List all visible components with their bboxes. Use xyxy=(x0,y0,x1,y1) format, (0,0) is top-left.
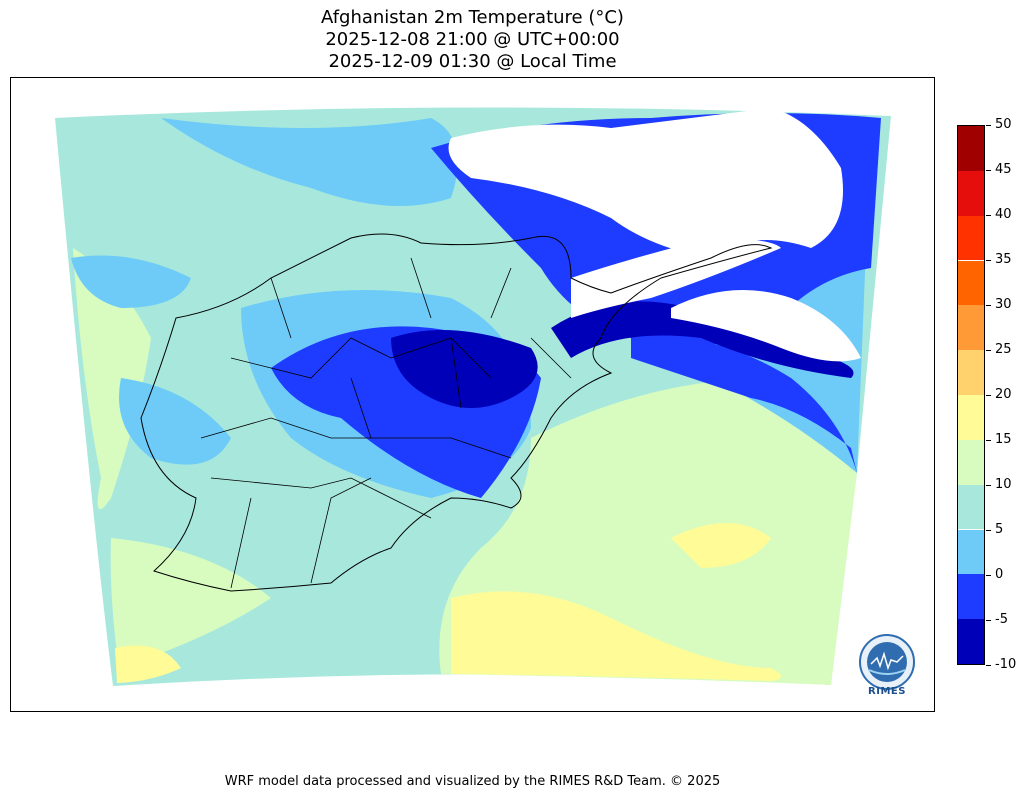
legend-bin xyxy=(958,215,984,261)
zone-15-20-south xyxy=(451,591,781,681)
map-frame xyxy=(10,77,935,712)
zone-15-20-sw xyxy=(115,645,181,683)
legend-tick-label: 0 xyxy=(995,567,1004,582)
legend-tick-label: 15 xyxy=(995,432,1012,447)
legend-bin xyxy=(958,439,984,485)
color-legend xyxy=(957,125,985,665)
legend-tick-label: 50 xyxy=(995,117,1012,132)
zone-15-20-east xyxy=(671,523,771,568)
footer-credit: WRF model data processed and visualized … xyxy=(224,774,721,789)
legend-bin xyxy=(958,170,984,216)
legend-tick-label: 25 xyxy=(995,342,1012,357)
legend-bin xyxy=(958,529,984,575)
afghanistan-border xyxy=(140,233,773,592)
legend-tick-label: -10 xyxy=(995,657,1017,672)
zone-below-range-karakoram xyxy=(671,290,861,362)
legend-tick-mark xyxy=(986,349,991,351)
logo-text: RIMES xyxy=(868,686,906,697)
legend-bin xyxy=(958,305,984,351)
zone-10-15-southwest xyxy=(110,538,272,668)
legend-tick-label: 35 xyxy=(995,252,1012,267)
legend-tick-label: 30 xyxy=(995,297,1012,312)
legend-bin xyxy=(958,395,984,440)
legend-tick-mark xyxy=(986,124,991,126)
legend-tick-label: 45 xyxy=(995,162,1012,177)
temperature-map xyxy=(55,107,891,686)
province-lines xyxy=(200,257,572,589)
legend-tick-label: -5 xyxy=(995,612,1008,627)
legend-tick-mark xyxy=(986,259,991,261)
legend-tick-mark xyxy=(986,214,991,216)
legend-tick-mark xyxy=(986,619,991,621)
legend-tick-mark xyxy=(986,304,991,306)
legend-tick-mark xyxy=(986,664,991,666)
zone-minus10-minus5-hindukush xyxy=(391,330,538,408)
zone-10-15-west xyxy=(73,248,151,510)
legend-bin xyxy=(958,619,984,664)
legend-tick-mark xyxy=(986,439,991,441)
zone-below-range-pamir xyxy=(571,238,781,318)
zone-0-5-west xyxy=(71,255,191,308)
legend-tick-label: 20 xyxy=(995,387,1012,402)
legend-tick-mark xyxy=(986,574,991,576)
legend-tick-label: 10 xyxy=(995,477,1012,492)
legend-tick-mark xyxy=(986,529,991,531)
zone-minus5-0-himalaya xyxy=(631,336,857,473)
legend-bin xyxy=(958,574,984,620)
zone-below-range-tarim xyxy=(448,108,843,258)
zone-0-5-north xyxy=(161,118,458,206)
legend-bin xyxy=(958,260,984,306)
map-time-local: 2025-12-09 01:30 @ Local Time xyxy=(328,51,617,72)
map-time-utc: 2025-12-08 21:00 @ UTC+00:00 xyxy=(325,29,620,50)
legend-bin xyxy=(958,350,984,395)
legend-tick-mark xyxy=(986,484,991,486)
zone-minus10-minus5-ridge xyxy=(551,301,854,378)
map-title: Afghanistan 2m Temperature (°C) xyxy=(321,7,624,28)
legend-tick-label: 40 xyxy=(995,207,1012,222)
legend-tick-label: 5 xyxy=(995,522,1004,537)
legend-tick-mark xyxy=(986,169,991,171)
legend-bin xyxy=(958,126,984,171)
rimes-logo xyxy=(859,634,915,690)
legend-tick-mark xyxy=(986,394,991,396)
legend-bin xyxy=(958,484,984,530)
